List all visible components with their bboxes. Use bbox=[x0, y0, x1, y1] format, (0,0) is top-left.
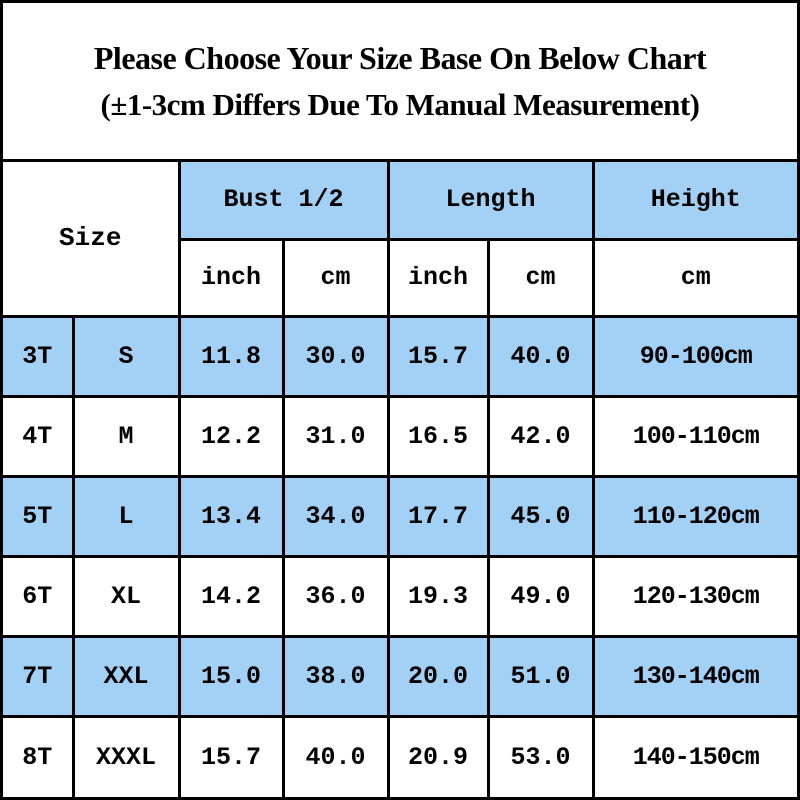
cell-bust-cm: 30.0 bbox=[281, 314, 390, 398]
header-sub-row: inch cm inch cm cm bbox=[3, 237, 797, 318]
cell-length-cm: 49.0 bbox=[486, 554, 595, 639]
cell-size: M bbox=[71, 394, 181, 478]
cell-bust-inch: 13.4 bbox=[177, 474, 285, 558]
cell-bust-cm: 34.0 bbox=[281, 474, 390, 558]
header-bust: Bust 1/2 bbox=[177, 162, 390, 241]
cell-age: 3T bbox=[3, 314, 75, 398]
cell-height: 90-100cm bbox=[591, 314, 797, 398]
table-row-5t: 5T L 13.4 34.0 17.7 45.0 110-120cm bbox=[3, 474, 797, 558]
cell-size: XXL bbox=[71, 635, 181, 719]
cell-bust-cm: 31.0 bbox=[281, 394, 390, 478]
table-row-7t: 7T XXL 15.0 38.0 20.0 51.0 130-140cm bbox=[3, 635, 797, 719]
cell-age: 8T bbox=[3, 715, 75, 797]
table-row-6t: 6T XL 14.2 36.0 19.3 49.0 120-130cm bbox=[3, 554, 797, 639]
cell-age: 4T bbox=[3, 394, 75, 478]
cell-height: 100-110cm bbox=[591, 394, 797, 478]
cell-length-inch: 17.7 bbox=[386, 474, 490, 558]
cell-bust-inch: 14.2 bbox=[177, 554, 285, 639]
cell-height: 120-130cm bbox=[591, 554, 797, 639]
cell-length-inch: 20.9 bbox=[386, 715, 490, 797]
header-length-inch: inch bbox=[386, 237, 490, 318]
table-row-8t: 8T XXXL 15.7 40.0 20.9 53.0 140-150cm bbox=[3, 715, 797, 797]
header-group-row: Size Bust 1/2 Length Height bbox=[3, 162, 797, 318]
cell-length-cm: 42.0 bbox=[486, 394, 595, 478]
header-height: Height bbox=[591, 162, 797, 241]
cell-age: 6T bbox=[3, 554, 75, 639]
cell-bust-inch: 12.2 bbox=[177, 394, 285, 478]
cell-length-inch: 19.3 bbox=[386, 554, 490, 639]
cell-length-cm: 53.0 bbox=[486, 715, 595, 797]
cell-age: 7T bbox=[3, 635, 75, 719]
cell-length-inch: 20.0 bbox=[386, 635, 490, 719]
table-row-3t: 3T S 11.8 30.0 15.7 40.0 90-100cm bbox=[3, 314, 797, 398]
cell-bust-cm: 40.0 bbox=[281, 715, 390, 797]
header-size: Size bbox=[3, 162, 181, 318]
cell-height: 140-150cm bbox=[591, 715, 797, 797]
cell-bust-inch: 11.8 bbox=[177, 314, 285, 398]
cell-bust-cm: 36.0 bbox=[281, 554, 390, 639]
cell-length-cm: 40.0 bbox=[486, 314, 595, 398]
cell-size: S bbox=[71, 314, 181, 398]
size-chart-table: Size Bust 1/2 Length Height inch cm inch… bbox=[3, 162, 797, 797]
cell-size: XXXL bbox=[71, 715, 181, 797]
cell-age: 5T bbox=[3, 474, 75, 558]
header-bust-cm: cm bbox=[281, 237, 390, 318]
cell-length-cm: 51.0 bbox=[486, 635, 595, 719]
chart-title-line2: (±1-3cm Differs Due To Manual Measuremen… bbox=[100, 86, 701, 122]
header-bust-inch: inch bbox=[179, 237, 285, 318]
chart-title-line1: Please Choose Your Size Base On Below Ch… bbox=[93, 39, 707, 76]
cell-length-cm: 45.0 bbox=[486, 474, 595, 558]
cell-bust-inch: 15.0 bbox=[177, 635, 285, 719]
cell-length-inch: 16.5 bbox=[386, 394, 490, 478]
table-row-4t: 4T M 12.2 31.0 16.5 42.0 100-110cm bbox=[3, 394, 797, 478]
cell-length-inch: 15.7 bbox=[386, 314, 490, 398]
header-length: Length bbox=[386, 162, 595, 241]
cell-height: 110-120cm bbox=[591, 474, 797, 558]
cell-size: L bbox=[71, 474, 181, 558]
cell-bust-cm: 38.0 bbox=[281, 635, 390, 719]
cell-size: XL bbox=[71, 554, 181, 639]
cell-height: 130-140cm bbox=[591, 635, 797, 719]
chart-title: Please Choose Your Size Base On Below Ch… bbox=[3, 3, 797, 162]
header-length-cm: cm bbox=[486, 237, 595, 318]
header-height-cm: cm bbox=[591, 237, 797, 318]
cell-bust-inch: 15.7 bbox=[177, 715, 285, 797]
